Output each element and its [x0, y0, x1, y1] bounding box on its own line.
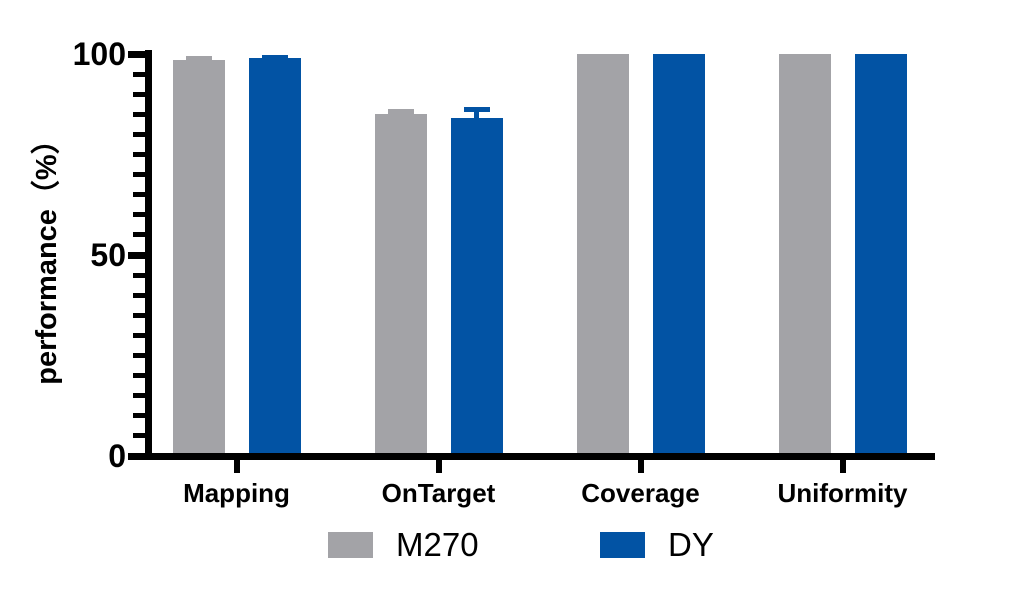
error-cap-ontarget-dy	[463, 107, 490, 113]
bar-uniformity-dy	[854, 54, 907, 456]
legend-swatch-dy	[600, 532, 645, 558]
error-cap-mapping-dy	[261, 55, 288, 61]
bar-mapping-m270	[172, 59, 225, 456]
y-minor-tick-45	[133, 272, 145, 278]
y-minor-tick-80	[133, 131, 145, 137]
y-tick-label-100: 100	[72, 36, 126, 72]
y-minor-tick-55	[133, 232, 145, 238]
legend-label-dy: DY	[668, 526, 714, 563]
y-minor-tick-95	[133, 71, 145, 77]
y-minor-tick-40	[133, 292, 145, 298]
bar-mapping-dy	[248, 58, 301, 456]
y-minor-tick-5	[133, 433, 145, 439]
bar-coverage-dy	[652, 54, 705, 456]
legend-swatch-m270	[328, 532, 373, 558]
y-minor-tick-20	[133, 373, 145, 379]
x-axis-line	[139, 453, 935, 460]
y-major-tick-50	[128, 251, 145, 259]
x-tick-mapping	[233, 459, 240, 473]
y-tick-label-50: 50	[90, 237, 126, 273]
category-label-ontarget: OnTarget	[381, 478, 496, 508]
x-tick-ontarget	[435, 459, 442, 473]
error-cap-mapping-m270	[185, 56, 212, 62]
y-minor-tick-90	[133, 91, 145, 97]
y-axis-line	[145, 50, 152, 460]
y-minor-tick-75	[133, 152, 145, 157]
y-minor-tick-70	[133, 172, 145, 178]
legend-item-m270: M270	[328, 525, 479, 565]
category-label-coverage: Coverage	[581, 478, 700, 508]
y-minor-tick-25	[133, 353, 145, 358]
category-label-uniformity: Uniformity	[777, 478, 908, 508]
bar-ontarget-dy	[450, 117, 503, 456]
y-major-tick-0	[128, 452, 145, 460]
legend: M270 DY	[0, 525, 1024, 570]
error-cap-ontarget-m270	[387, 109, 414, 115]
y-minor-tick-35	[133, 312, 145, 318]
category-label-mapping: Mapping	[183, 478, 290, 508]
y-minor-tick-60	[133, 212, 145, 218]
legend-label-m270: M270	[396, 526, 479, 563]
y-tick-label-0: 0	[108, 438, 126, 474]
bar-ontarget-m270	[374, 114, 427, 456]
y-minor-tick-15	[133, 393, 145, 399]
bar-coverage-m270	[576, 54, 629, 456]
y-minor-tick-65	[133, 192, 145, 198]
y-minor-tick-10	[133, 413, 145, 419]
y-minor-tick-30	[133, 332, 145, 338]
error-bar-ontarget-dy	[474, 107, 479, 120]
x-tick-uniformity	[839, 459, 846, 473]
bar-uniformity-m270	[778, 54, 831, 456]
y-major-tick-100	[128, 50, 145, 58]
legend-item-dy: DY	[600, 525, 714, 565]
y-minor-tick-85	[133, 111, 145, 117]
x-tick-coverage	[637, 459, 644, 473]
